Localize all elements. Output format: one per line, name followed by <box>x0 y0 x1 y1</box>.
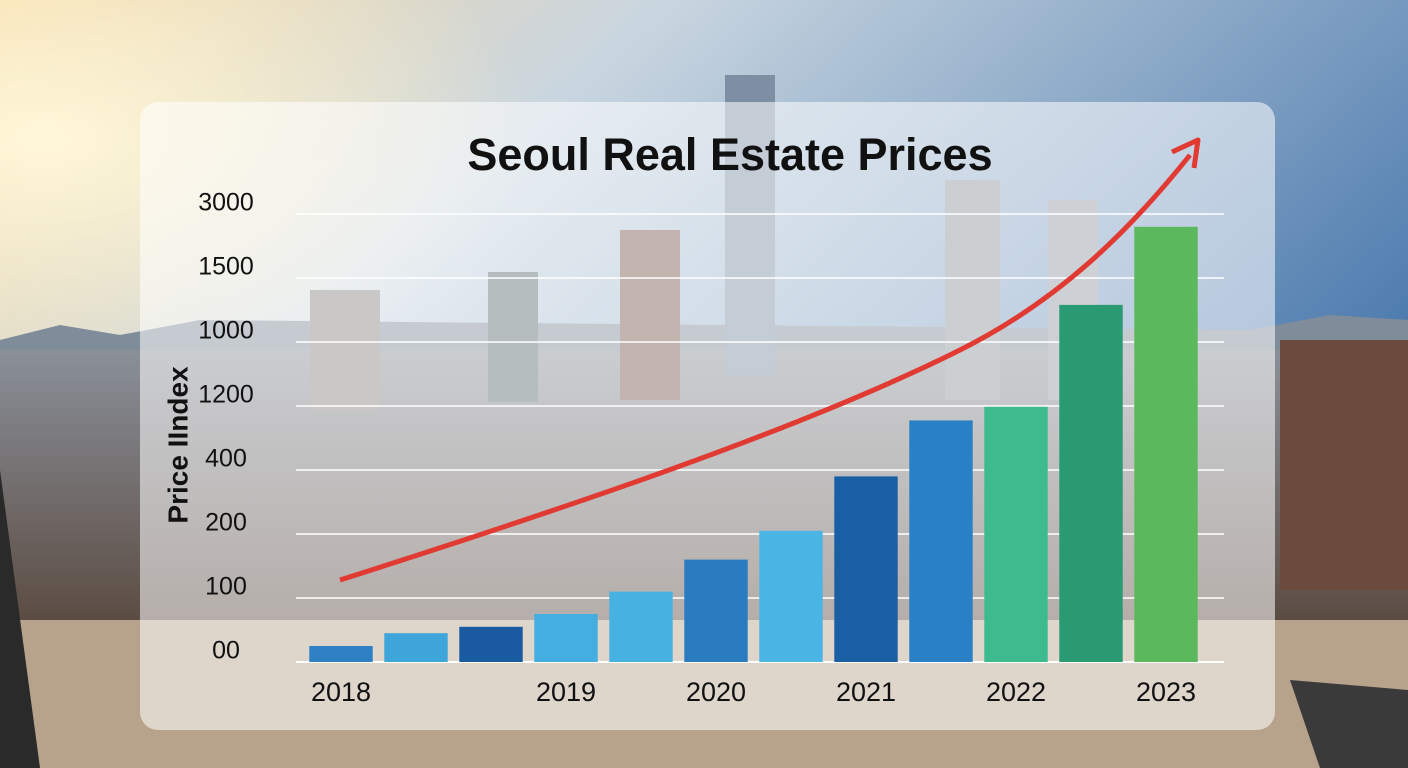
y-tick-label: 100 <box>205 573 247 601</box>
y-axis-label: Price IIndex <box>162 366 193 524</box>
x-tick-label: 2020 <box>686 677 746 707</box>
plot-area: 00 100 200 400 1200 1000 1500 3000 2018 2019 2020 2… <box>198 189 1224 707</box>
x-tick-label: 2018 <box>311 677 371 707</box>
bar <box>534 614 598 662</box>
y-tick-label: 00 <box>212 637 240 665</box>
bar <box>459 626 523 662</box>
x-tick-label: 2023 <box>1136 677 1196 707</box>
y-tick-label: 400 <box>205 445 247 473</box>
trend-arrow-head <box>1170 137 1201 169</box>
bar <box>1059 304 1123 662</box>
x-tick-label: 2019 <box>536 677 596 707</box>
y-tick-label: 1200 <box>198 381 254 409</box>
bar <box>384 633 448 662</box>
y-tick-label: 3000 <box>198 189 254 217</box>
y-tick-label: 1000 <box>198 317 254 345</box>
x-tick-label: 2021 <box>836 677 896 707</box>
bar <box>1134 226 1198 663</box>
bar <box>684 559 748 662</box>
bar <box>309 646 373 662</box>
y-tick-label: 1500 <box>198 253 254 281</box>
bar <box>984 406 1048 662</box>
bar <box>909 420 973 662</box>
x-tick-label: 2022 <box>986 677 1046 707</box>
y-tick-label: 200 <box>205 509 247 537</box>
bar <box>609 591 673 662</box>
bar <box>759 530 823 662</box>
chart-title: Seoul Real Estate Prices <box>467 129 992 180</box>
trend-arrow <box>339 153 1192 583</box>
bar <box>834 476 898 662</box>
